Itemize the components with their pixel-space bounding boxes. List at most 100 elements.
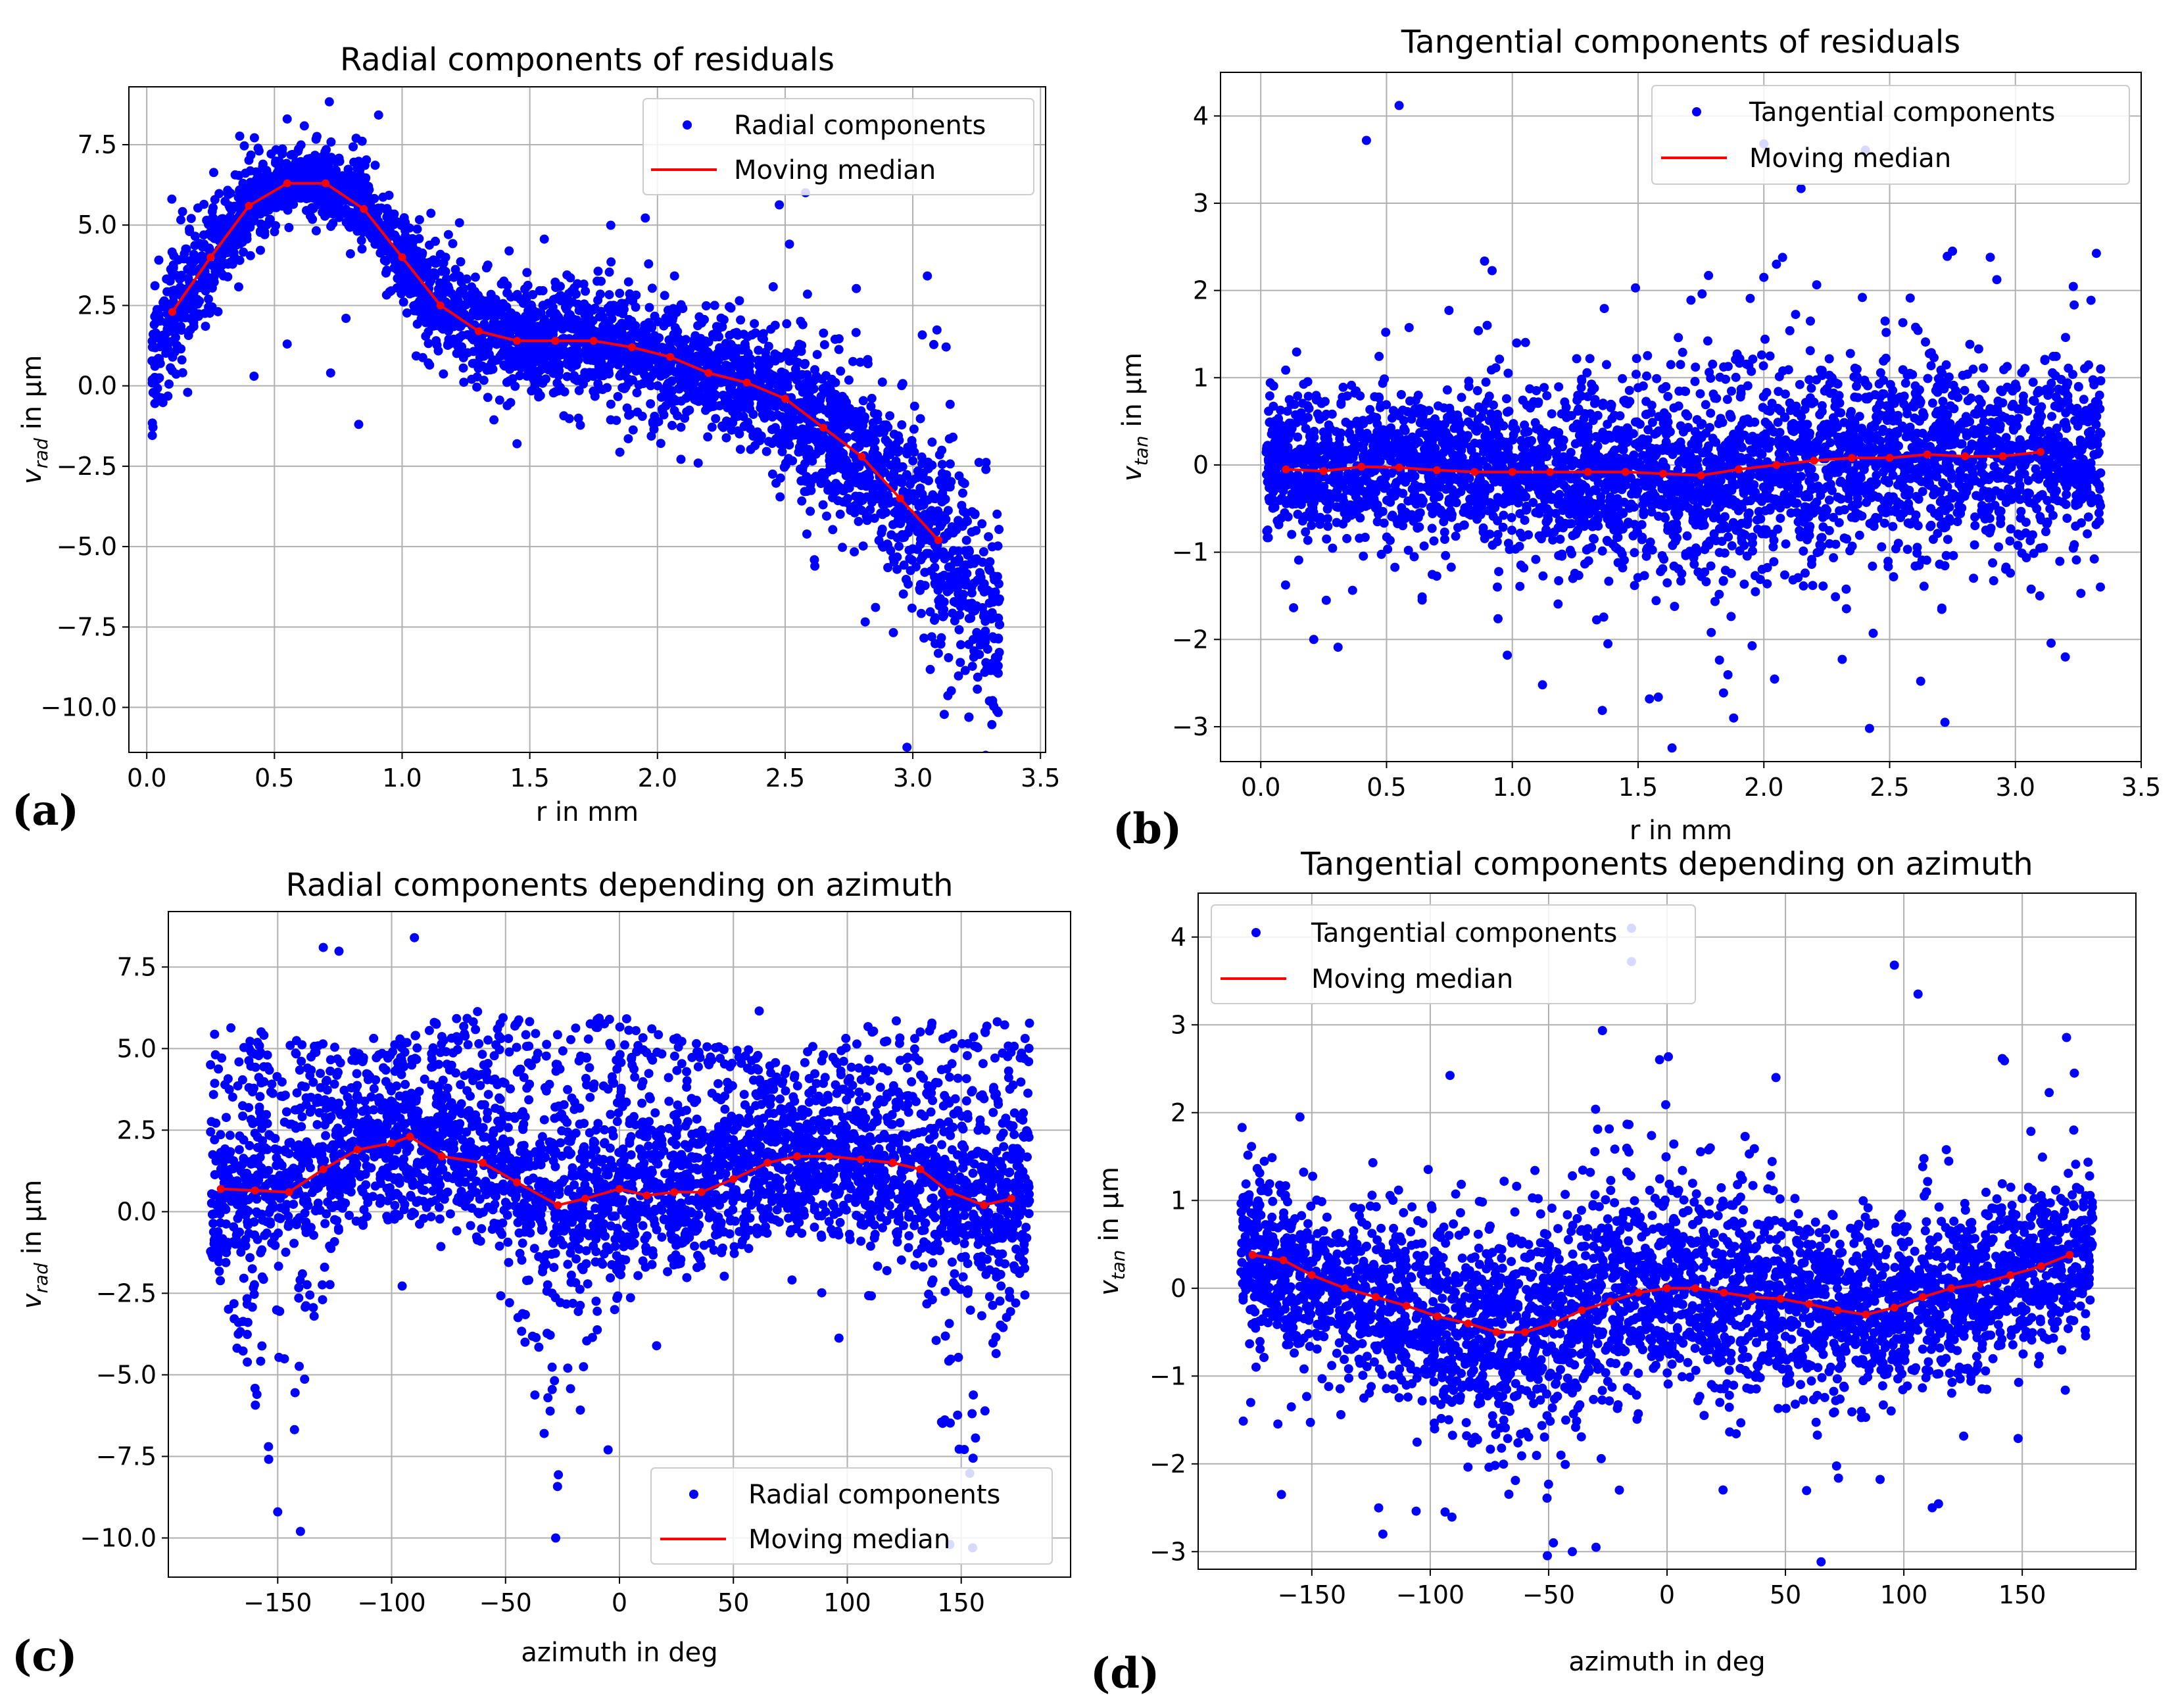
scatter-point-a	[213, 306, 223, 316]
scatter-point-a	[829, 488, 838, 498]
scatter-point-a	[788, 415, 798, 425]
median-point-a	[283, 179, 291, 187]
scatter-point-b	[1988, 558, 1998, 568]
scatter-point-b	[1602, 360, 1611, 370]
scatter-point-a	[545, 308, 555, 318]
scatter-point-a	[472, 382, 482, 392]
scatter-point-a	[234, 282, 243, 292]
scatter-point-b	[1488, 266, 1497, 276]
scatter-point-a	[239, 141, 249, 151]
scatter-point-a	[472, 372, 482, 382]
scatter-point-a	[894, 431, 903, 441]
scatter-point-a	[220, 225, 230, 235]
scatter-point-b	[2091, 520, 2101, 529]
scatter-point-a	[892, 564, 902, 574]
scatter-point-a	[703, 347, 713, 357]
scatter-point-a	[223, 272, 233, 281]
scatter-point-a	[888, 479, 898, 489]
scatter-point-a	[883, 563, 893, 572]
scatter-point-a	[796, 464, 805, 474]
scatter-point-b	[1419, 541, 1429, 551]
scatter-point-a	[326, 368, 335, 378]
scatter-point-b	[1538, 571, 1548, 581]
median-point-a	[436, 301, 445, 310]
scatter-point-a	[646, 431, 656, 441]
scatter-point-a	[802, 529, 811, 539]
scatter-point-a	[956, 658, 965, 668]
scatter-point-a	[454, 333, 464, 343]
scatter-point-a	[305, 162, 315, 172]
scatter-point-b	[1309, 635, 1319, 645]
scatter-point-a	[183, 331, 193, 340]
y-tick-label-a: −10.0	[41, 693, 117, 722]
scatter-point-a	[838, 497, 848, 507]
scatter-point-a	[237, 198, 247, 208]
scatter-point-a	[949, 597, 959, 606]
scatter-point-a	[189, 322, 199, 331]
scatter-point-b	[1913, 521, 1923, 531]
scatter-point-a	[604, 290, 614, 300]
scatter-point-a	[373, 205, 383, 214]
scatter-point-b	[1790, 499, 1800, 508]
scatter-point-a	[979, 612, 988, 621]
scatter-point-a	[674, 384, 684, 394]
scatter-point-a	[569, 374, 579, 384]
y-tick-label-a: 2.5	[78, 291, 117, 320]
scatter-point-a	[543, 299, 553, 308]
scatter-point-a	[382, 204, 392, 214]
scatter-point-a	[523, 314, 533, 324]
scatter-point-a	[731, 360, 740, 370]
scatter-point-a	[777, 412, 786, 422]
scatter-point-a	[428, 305, 438, 315]
x-tick-label-a: 2.5	[765, 764, 805, 793]
median-point-a	[551, 337, 560, 345]
scatter-point-a	[486, 289, 496, 299]
y-axis-label-rest-a: in µm	[17, 355, 47, 438]
scatter-point-a	[779, 462, 789, 472]
scatter-point-b	[1876, 368, 1885, 378]
scatter-point-a	[987, 608, 997, 618]
scatter-point-a	[483, 393, 493, 403]
scatter-point-a	[711, 414, 721, 424]
scatter-point-a	[370, 229, 379, 239]
scatter-point-a	[973, 684, 982, 694]
scatter-point-a	[927, 460, 937, 470]
scatter-point-a	[565, 356, 575, 366]
median-point-a	[628, 343, 636, 351]
scatter-point-a	[443, 339, 453, 349]
scatter-point-a	[282, 114, 292, 124]
scatter-point-a	[885, 411, 895, 421]
scatter-point-a	[764, 360, 773, 370]
scatter-point-a	[782, 348, 792, 358]
scatter-point-a	[897, 381, 907, 391]
scatter-point-a	[189, 287, 199, 297]
scatter-point-a	[199, 199, 209, 209]
scatter-point-a	[906, 520, 916, 530]
scatter-point-b	[1791, 310, 1801, 320]
x-tick-label-a: 0.0	[127, 764, 166, 793]
scatter-point-b	[1493, 614, 1503, 623]
scatter-point-a	[646, 381, 656, 391]
scatter-point-b	[1333, 643, 1343, 652]
scatter-point-a	[938, 580, 947, 589]
scatter-point-a	[479, 351, 489, 361]
scatter-point-a	[772, 396, 782, 406]
y-tick-label-a: −2.5	[57, 452, 117, 481]
median-point-a	[475, 327, 483, 335]
scatter-point-a	[948, 432, 958, 442]
legend-label-scatter-a: Radial components	[734, 110, 986, 141]
scatter-point-b	[1282, 406, 1292, 416]
scatter-point-a	[628, 425, 638, 435]
scatter-point-a	[260, 207, 270, 217]
scatter-point-a	[178, 207, 187, 216]
scatter-point-a	[841, 471, 851, 481]
scatter-point-a	[462, 300, 472, 310]
scatter-point-a	[675, 302, 685, 312]
scatter-point-a	[525, 326, 535, 335]
scatter-point-a	[767, 425, 777, 435]
x-tick-label-a: 1.5	[510, 764, 549, 793]
scatter-point-a	[176, 326, 186, 335]
scatter-point-a	[594, 384, 604, 394]
scatter-point-b	[1572, 354, 1582, 364]
scatter-point-b	[2062, 489, 2071, 499]
